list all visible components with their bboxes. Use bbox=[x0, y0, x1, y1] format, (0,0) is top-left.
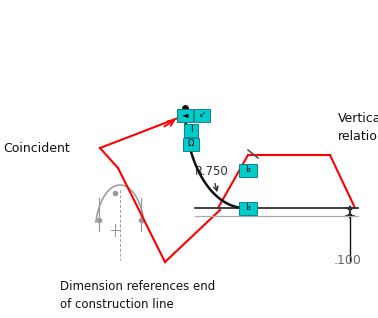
FancyBboxPatch shape bbox=[239, 163, 257, 176]
Text: .100: .100 bbox=[334, 253, 362, 266]
Text: Coincident: Coincident bbox=[3, 142, 70, 155]
FancyBboxPatch shape bbox=[194, 108, 210, 121]
Text: ↙: ↙ bbox=[198, 110, 206, 120]
Text: R.750: R.750 bbox=[195, 165, 229, 191]
Text: Dimension references end
of construction line: Dimension references end of construction… bbox=[60, 280, 215, 311]
FancyBboxPatch shape bbox=[239, 202, 257, 215]
FancyBboxPatch shape bbox=[177, 108, 193, 121]
Text: I₃: I₃ bbox=[245, 204, 251, 212]
Text: Ω: Ω bbox=[188, 140, 194, 149]
FancyBboxPatch shape bbox=[184, 123, 198, 136]
FancyBboxPatch shape bbox=[183, 137, 199, 150]
Text: ◄: ◄ bbox=[182, 110, 188, 120]
Text: I₃: I₃ bbox=[245, 165, 251, 175]
Text: Vertical
relation: Vertical relation bbox=[338, 113, 378, 143]
Text: I: I bbox=[190, 126, 192, 135]
